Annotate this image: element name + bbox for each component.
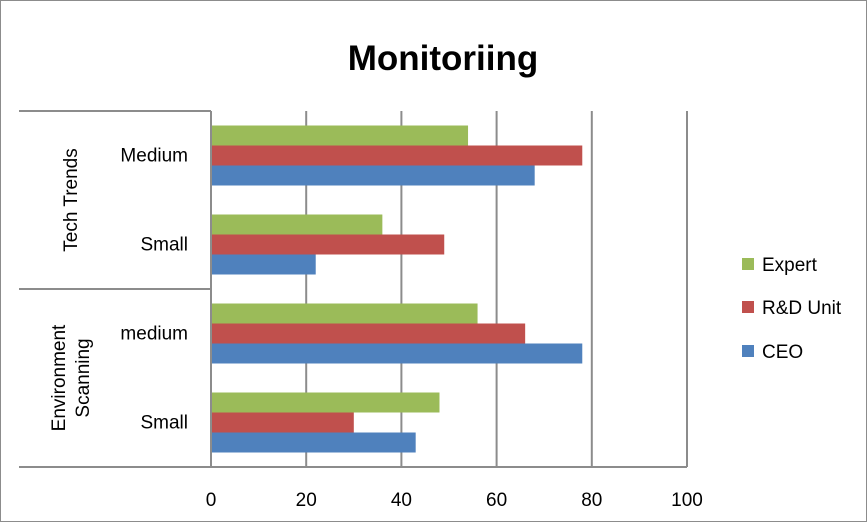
bar-expert-2 [211, 303, 478, 324]
category-label: Medium [120, 146, 188, 167]
bar-expert-3 [211, 392, 440, 413]
legend-swatch-expert [742, 258, 754, 270]
legend-swatch-r-d-unit [742, 301, 754, 313]
legend-label-expert: Expert [762, 255, 818, 276]
x-tick-label: 40 [391, 490, 412, 511]
category-label: medium [120, 324, 188, 345]
bar-expert-1 [211, 214, 383, 235]
x-tick-label: 60 [486, 490, 507, 511]
bar-expert-0 [211, 125, 469, 146]
legend-label-ceo: CEO [762, 342, 803, 363]
x-tick-label: 0 [206, 490, 217, 511]
legend-swatch-ceo [742, 345, 754, 357]
chart-title: Monitoriing [348, 39, 539, 78]
category-label: Small [140, 235, 188, 256]
legend-label-r-d-unit: R&D Unit [762, 298, 842, 319]
group-label-line: Tech Trends [61, 148, 82, 252]
group-label: Environment Scanning [49, 324, 94, 431]
axis-layer [19, 110, 687, 468]
group-label-line: Environment [49, 324, 70, 431]
category-label: Small [140, 413, 188, 434]
bar-ceo-1 [211, 254, 316, 275]
x-tick-label: 20 [296, 490, 317, 511]
bar-ceo-0 [211, 165, 535, 186]
bar-ceo-2 [211, 343, 583, 364]
group-label: Tech Trends [61, 148, 82, 252]
labels-layer: 0 20 40 60 80 100 Medium Small Tech Trends medium… [49, 146, 703, 512]
bar-r-d-unit-3 [211, 412, 354, 433]
bars-layer [211, 125, 583, 453]
bar-r-d-unit-2 [211, 323, 526, 344]
legend: Expert R&D Unit CEO [742, 255, 842, 363]
bar-ceo-3 [211, 432, 416, 453]
x-tick-label: 100 [671, 490, 703, 511]
x-tick-label: 80 [581, 490, 602, 511]
bar-r-d-unit-1 [211, 234, 445, 255]
bar-r-d-unit-0 [211, 145, 583, 166]
group-label-line: Scanning [73, 338, 94, 417]
